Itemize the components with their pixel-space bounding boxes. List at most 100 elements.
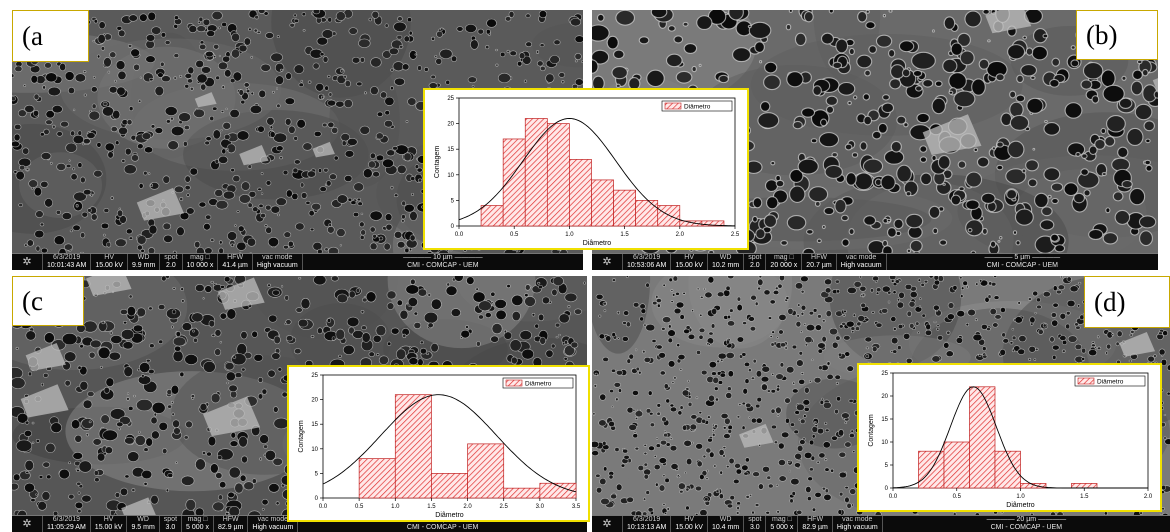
histogram-bar <box>969 386 996 489</box>
histogram-bar <box>480 205 504 227</box>
histogram-bar <box>1020 483 1047 489</box>
legend-label: Diâmetro <box>1097 379 1124 386</box>
databar-cell: mag □ 20 000 x <box>766 254 803 270</box>
scale-bar-label: ———— 10 µm ———— <box>403 254 483 261</box>
x-tick-label: 0.0 <box>889 494 898 500</box>
databar-cell: spot 3.0 <box>160 516 183 532</box>
histogram-inset-c: 0.0 0.5 1.0 1.5 2.0 2.5 3.0 3.5 0 5 10 15 20 25 Diâmet… <box>287 365 590 522</box>
databar-header: mag □ <box>187 516 208 523</box>
databar-value: 11:05:29 AM <box>47 524 86 531</box>
y-tick-label: 5 <box>885 463 889 469</box>
databar-value: 9.5 mm <box>131 524 155 531</box>
legend-box <box>502 377 574 389</box>
databar-cell: HFW 82.9 µm <box>214 516 249 532</box>
legend-box <box>1074 375 1146 387</box>
histogram-bar <box>657 205 681 227</box>
databar-value: 10:01:43 AM <box>47 262 87 269</box>
databar-value: High vacuum <box>256 262 298 269</box>
databar-cell: mag □ 10 000 x <box>183 254 219 270</box>
histogram-bar <box>943 441 970 489</box>
databar-value: 10:53:06 AM <box>627 262 667 269</box>
databar-value: 5 000 x <box>186 524 209 531</box>
databar-header: 6/3/2019 <box>53 254 81 261</box>
databar-header: 6/3/2019 <box>633 254 661 261</box>
sem-micrograph-b <box>592 10 1158 254</box>
x-tick-label: 3.0 <box>536 504 545 510</box>
databar-header: mag □ <box>772 516 792 523</box>
sem-logo: ✲ <box>12 516 43 532</box>
databar-cell: HV 15.00 kV <box>91 516 128 532</box>
facility-label: CMI - COMCAP - UEM <box>990 524 1063 531</box>
legend-box <box>661 100 733 112</box>
y-tick-label: 0 <box>451 224 455 230</box>
fit-curve <box>322 394 577 493</box>
legend-swatch <box>1077 377 1095 385</box>
databar-cell: WD 9.5 mm <box>127 516 160 532</box>
databar-value: High vacuum <box>840 262 882 269</box>
sem-logo-icon: ✲ <box>22 256 32 268</box>
scale-bar: ———— 5 µm ———— CMI - COMCAP - UEM <box>887 254 1158 270</box>
databar-value: High vacuum <box>252 524 294 531</box>
databar-header: vac mode <box>842 516 873 523</box>
y-tick-label: 15 <box>311 422 318 428</box>
y-tick-label: 25 <box>447 96 454 102</box>
histogram-bar <box>358 458 396 499</box>
databar-header: HV <box>684 254 694 261</box>
databar-value: 20 000 x <box>770 262 798 269</box>
x-tick-label: 1.5 <box>427 504 436 510</box>
x-tick-label: 2.5 <box>731 232 740 238</box>
y-tick-label: 20 <box>311 398 318 404</box>
histogram-bar <box>1071 483 1098 489</box>
x-tick-label: 3.5 <box>572 504 581 510</box>
y-tick-label: 25 <box>311 373 318 379</box>
x-axis-label: Diâmetro <box>435 512 464 519</box>
databar-header: mag □ <box>773 254 794 261</box>
databar-cell: spot 2.0 <box>744 254 767 270</box>
legend-label: Diâmetro <box>684 104 711 111</box>
x-tick-label: 1.0 <box>391 504 400 510</box>
databar-value: High vacuum <box>836 524 878 531</box>
facility-label: CMI - COMCAP - UEM <box>986 262 1058 269</box>
y-tick-label: 0 <box>885 486 889 492</box>
x-tick-label: 0.5 <box>355 504 364 510</box>
databar-header: vac mode <box>845 254 877 261</box>
panel-label-b: (b) <box>1076 10 1158 60</box>
databar-header: 6/3/2019 <box>633 516 661 523</box>
databar-header: spot <box>163 516 178 523</box>
sem-databar-b: ✲ 6/3/2019 10:53:06 AM HV 15.00 kV WD 10.2 mm s… <box>592 253 1158 270</box>
y-tick-label: 20 <box>881 394 888 400</box>
databar-cell: vac mode High vacuum <box>248 516 299 532</box>
databar-cell: vac mode High vacuum <box>837 254 887 270</box>
panel-label-c: (c <box>12 276 84 326</box>
x-tick-label: 1.0 <box>565 232 574 238</box>
scale-bar: ———— 10 µm ———— CMI - COMCAP - UEM <box>303 254 583 270</box>
databar-header: WD <box>719 254 732 261</box>
sem-logo-icon: ✲ <box>602 256 612 268</box>
y-tick-label: 5 <box>451 198 455 204</box>
histogram-chart-a: 0.0 0.5 1.0 1.5 2.0 2.5 0 5 10 15 20 25 Diâmetro Cont… <box>434 96 740 247</box>
fit-curve <box>892 386 1148 489</box>
panel-label-a: (a <box>12 10 89 62</box>
y-tick-label: 10 <box>881 440 888 446</box>
y-axis-label: Contagem <box>868 414 875 446</box>
databar-header: HFW <box>227 254 244 261</box>
y-tick-label: 10 <box>311 447 318 453</box>
databar-cell: HV 15.00 kV <box>91 254 128 270</box>
histogram-inset-a: 0.0 0.5 1.0 1.5 2.0 2.5 0 5 10 15 20 25 Diâmetro Cont… <box>423 88 749 250</box>
y-tick-label: 15 <box>447 147 454 153</box>
databar-cell: 6/3/2019 10:13:13 AM <box>623 516 672 532</box>
y-tick-label: 15 <box>881 417 888 423</box>
databar-header: HV <box>684 516 694 523</box>
x-tick-label: 0.0 <box>319 504 328 510</box>
databar-header: mag □ <box>190 254 210 261</box>
sem-databar-a: ✲ 6/3/2019 10:01:43 AM HV 15.00 kV WD 9.9 mm sp… <box>12 253 583 270</box>
histogram-bar <box>635 200 659 227</box>
databar-cell: spot 3.0 <box>744 516 767 532</box>
legend-swatch <box>664 102 682 110</box>
x-axis-label: Diâmetro <box>1006 502 1035 509</box>
databar-header: spot <box>748 254 762 261</box>
databar-header: spot <box>748 516 762 523</box>
histogram-bar <box>701 220 725 227</box>
y-tick-label: 0 <box>315 496 319 502</box>
databar-cell: WD 10.4 mm <box>708 516 745 532</box>
